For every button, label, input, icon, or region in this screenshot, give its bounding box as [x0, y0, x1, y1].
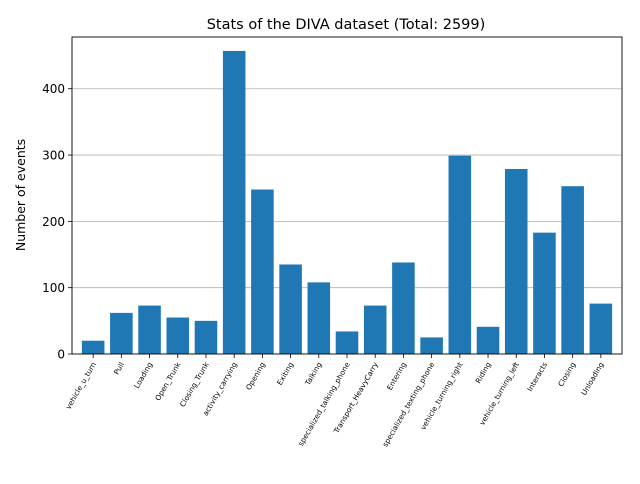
bar: [561, 186, 584, 354]
x-tick-label: specialized_texting_phone: [380, 360, 436, 448]
x-tick-label: vehicle_u_turn: [64, 361, 98, 411]
bar: [81, 340, 105, 354]
x-tick-label: Exiting: [275, 361, 295, 387]
x-tick-label: Entering: [385, 361, 408, 392]
bar: [476, 326, 500, 354]
y-tick-label: 0: [57, 348, 65, 362]
bar: [251, 189, 274, 354]
bar: [335, 331, 359, 354]
x-tick-label: Closing: [556, 361, 577, 389]
grid-lines: [72, 88, 622, 289]
bar: [307, 282, 331, 354]
bar: [166, 317, 190, 354]
bar: [222, 50, 246, 354]
y-axis-label: Number of events: [13, 139, 28, 251]
bar: [589, 303, 613, 354]
bar: [504, 168, 528, 354]
x-tick-label: Loading: [132, 361, 154, 390]
bars: [81, 50, 613, 354]
bar: [279, 264, 302, 354]
bar: [363, 305, 387, 354]
bar: [533, 232, 556, 354]
x-tick-label: Talking: [303, 361, 324, 388]
bar: [110, 312, 133, 354]
bar: [448, 155, 472, 354]
x-tick-label: specialized_talking_phone: [296, 360, 352, 448]
bar: [392, 262, 415, 354]
x-tick-label: Unloading: [579, 361, 605, 397]
chart-title: Stats of the DIVA dataset (Total: 2599): [207, 17, 486, 33]
y-tick-label: 300: [42, 149, 65, 163]
y-axis-ticks: 0 100 200 300 400: [42, 82, 72, 362]
bar: [194, 320, 218, 354]
bar: [420, 337, 443, 354]
y-tick-label: 200: [42, 215, 65, 229]
x-axis-ticks: vehicle_u_turn Pull LoadingOpen_TrunkClosi…: [64, 354, 606, 448]
x-tick-label: Open_Trunk: [153, 360, 183, 402]
x-tick-label: Pull: [112, 361, 126, 377]
x-tick-label: Opening: [244, 361, 267, 392]
x-tick-label: Riding: [473, 361, 492, 385]
y-tick-label: 100: [42, 281, 65, 295]
bar: [138, 305, 161, 354]
x-tick-label: Closing_Trunk: [178, 360, 211, 409]
y-tick-label: 400: [42, 82, 65, 96]
x-tick-label: Interacts: [525, 360, 549, 393]
